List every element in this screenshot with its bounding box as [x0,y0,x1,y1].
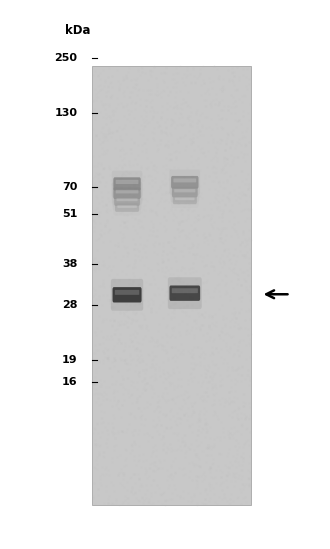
FancyBboxPatch shape [170,182,199,202]
FancyBboxPatch shape [116,190,139,193]
FancyBboxPatch shape [172,288,198,293]
Bar [92,66,251,505]
FancyBboxPatch shape [172,187,198,197]
FancyBboxPatch shape [112,182,143,205]
FancyBboxPatch shape [113,192,142,210]
FancyBboxPatch shape [111,279,143,311]
FancyBboxPatch shape [175,198,195,200]
FancyBboxPatch shape [114,187,141,199]
FancyBboxPatch shape [116,198,138,201]
FancyBboxPatch shape [114,196,140,206]
FancyBboxPatch shape [171,176,199,188]
FancyBboxPatch shape [170,285,200,301]
FancyBboxPatch shape [174,178,196,182]
FancyBboxPatch shape [171,192,199,208]
FancyBboxPatch shape [170,170,200,195]
Text: 38: 38 [62,259,78,268]
Text: kDa: kDa [65,24,90,37]
Text: 19: 19 [62,355,78,365]
FancyBboxPatch shape [174,189,195,192]
FancyBboxPatch shape [113,287,142,302]
FancyBboxPatch shape [117,205,137,208]
FancyBboxPatch shape [114,177,141,191]
Text: 16: 16 [62,377,78,386]
Text: 28: 28 [62,300,78,310]
FancyBboxPatch shape [115,290,139,295]
Text: 250: 250 [54,53,78,63]
FancyBboxPatch shape [112,171,143,197]
FancyBboxPatch shape [168,277,202,309]
Text: 130: 130 [54,108,78,117]
FancyBboxPatch shape [116,180,139,184]
FancyBboxPatch shape [114,199,141,216]
Text: 51: 51 [62,209,78,219]
FancyBboxPatch shape [115,203,139,212]
Text: 70: 70 [62,182,78,192]
FancyBboxPatch shape [173,195,197,204]
